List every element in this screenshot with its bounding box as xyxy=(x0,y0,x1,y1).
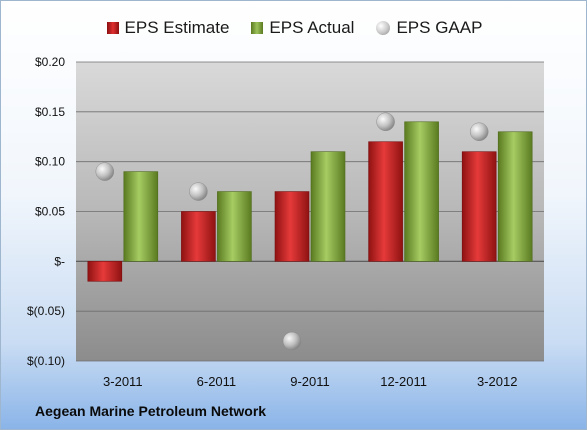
y-tick-label: $0.20 xyxy=(35,55,65,69)
y-tick-label: $0.15 xyxy=(35,105,65,119)
eps-actual-swatch xyxy=(251,22,264,34)
x-tick-label: 12-2011 xyxy=(380,374,427,389)
eps-gaap-point xyxy=(376,112,395,132)
y-tick-label: $0.05 xyxy=(35,205,65,219)
eps-estimate-swatch xyxy=(106,22,119,34)
y-tick-label: $- xyxy=(54,254,65,268)
legend-label-eps-actual: EPS Actual xyxy=(269,18,355,37)
legend-label-eps-gaap: EPS GAAP xyxy=(396,18,483,37)
eps-gaap-point xyxy=(189,182,208,201)
eps-estimate-bar xyxy=(461,151,497,262)
eps-estimate-bar xyxy=(181,211,216,262)
legend: EPS Estimate EPS Actual EPS GAAP xyxy=(1,18,587,38)
eps-actual-bar xyxy=(123,171,159,262)
eps-actual-bar xyxy=(217,191,252,262)
x-tick-label: 3-2011 xyxy=(103,374,143,389)
eps-actual-bar xyxy=(497,131,533,262)
eps-gaap-point xyxy=(469,122,489,142)
gaap-points xyxy=(95,112,489,351)
eps-gaap-point xyxy=(282,331,302,351)
y-tick-label: $(0.05) xyxy=(27,304,65,318)
legend-item-eps-actual: EPS Actual xyxy=(251,18,354,38)
x-tick-label: 9-2011 xyxy=(290,374,330,389)
eps-gaap-swatch xyxy=(376,21,391,35)
bars xyxy=(87,121,533,282)
legend-item-eps-estimate: EPS Estimate xyxy=(106,18,230,38)
eps-estimate-bar xyxy=(87,261,123,282)
eps-gaap-point xyxy=(95,162,115,181)
legend-label-eps-estimate: EPS Estimate xyxy=(124,18,230,37)
eps-actual-bar xyxy=(310,151,346,262)
footer-source: Aegean Marine Petroleum Network xyxy=(35,403,267,419)
y-axis-ticks: $0.20 $0.15 $0.10 $0.05 $- $(0.05) $(0.10) xyxy=(27,55,65,368)
eps-actual-bar xyxy=(404,121,439,262)
x-tick-label: 6-2011 xyxy=(197,374,237,389)
x-tick-label: 3-2012 xyxy=(477,374,517,389)
eps-estimate-bar xyxy=(274,191,310,262)
legend-item-eps-gaap: EPS GAAP xyxy=(376,18,482,38)
eps-estimate-bar xyxy=(368,141,403,262)
x-axis-ticks: 3-2011 6-2011 9-2011 12-2011 3-2012 xyxy=(103,374,517,389)
y-tick-label: $0.10 xyxy=(35,155,65,169)
y-tick-label: $(0.10) xyxy=(27,354,65,368)
chart-canvas: $0.20 $0.15 $0.10 $0.05 $- $(0.05) $(0.10) 3-2… xyxy=(27,55,544,389)
